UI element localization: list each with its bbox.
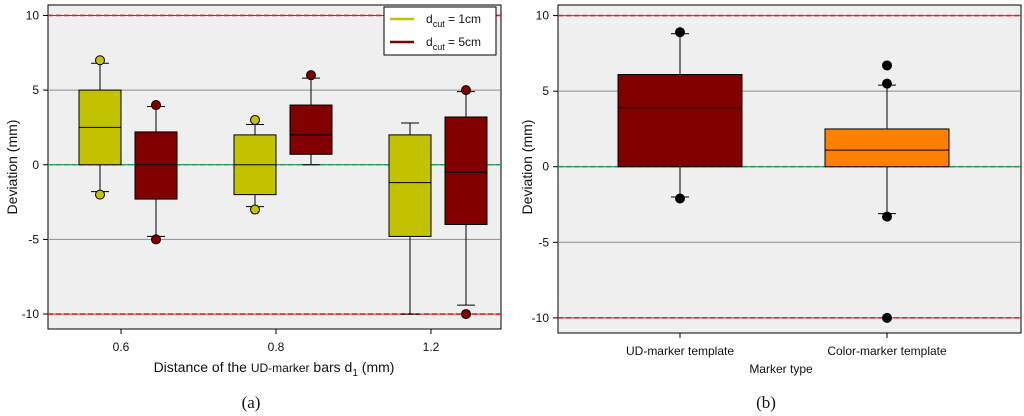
y-axis-a: 10 5 0 -5 -10 — [22, 8, 48, 321]
caption-a: (a) — [242, 393, 261, 412]
y-tick-label-10: 10 — [536, 9, 550, 23]
box-color-marker-template-box — [824, 128, 950, 168]
legend-box — [383, 6, 497, 56]
y-tick-label-10: -10 — [532, 311, 550, 325]
box-dcut-1cm-0-8-outlier-0 — [250, 114, 260, 125]
y-tick-label-5: -5 — [538, 235, 549, 249]
box-dcut-5cm-0-8-outlier-0 — [306, 70, 316, 81]
y-tick-label-10: 10 — [26, 8, 40, 22]
y-axis-title-a: Deviation (mm) — [4, 120, 20, 215]
box-color-marker-template-outlier-3 — [882, 312, 892, 323]
x-tick-label-color-marker-template: Color-marker template — [827, 344, 947, 358]
x-axis-title-b: Marker type — [749, 362, 813, 376]
legend-label-dcut-5cm: dcut = 5cm — [426, 35, 481, 52]
y-tick-label-0: 0 — [32, 158, 39, 172]
x-tick-label-0-6: 0.6 — [113, 340, 130, 354]
box-dcut-5cm-1-2-outlier-0 — [461, 85, 471, 96]
box-dcut-1cm-0-8-outlier-1 — [250, 204, 260, 215]
legend: dcut = 1cm dcut = 5cm — [383, 6, 497, 56]
y-tick-label-5: 5 — [542, 84, 549, 98]
x-axis-b: UD-marker template Color-marker template — [626, 333, 947, 358]
x-axis-a: 0.6 0.8 1.2 — [113, 329, 440, 354]
box-ud-marker-template-outlier-1 — [675, 193, 685, 204]
box-dcut-1cm-0-6-outlier-1 — [95, 189, 105, 200]
panel-b: 10 5 0 -5 -10 UD-marker template Color-marker… — [519, 4, 1022, 412]
box-color-marker-template-outlier-0 — [882, 60, 892, 71]
box-dcut-1cm-1-2-box — [388, 134, 432, 237]
y-tick-label-0: 0 — [542, 160, 549, 174]
panel-a: 10 5 0 -5 -10 0.6 0.8 1.2 dcut = 1cm dcut = 5c… — [4, 4, 502, 412]
x-tick-label-1-2: 1.2 — [423, 340, 440, 354]
caption-b: (b) — [756, 393, 776, 412]
y-tick-label-5: 5 — [32, 83, 39, 97]
grid-a — [48, 89, 501, 240]
y-axis-title-b: Deviation (mm) — [519, 120, 535, 215]
box-ud-marker-template-outlier-0 — [675, 27, 685, 38]
boxplots-a — [78, 55, 488, 320]
y-tick-label-10: -10 — [22, 307, 40, 321]
box-dcut-5cm-0-8-box — [289, 104, 333, 155]
box-dcut-5cm-0-6-box — [134, 131, 178, 200]
box-ud-marker-template-box — [617, 74, 743, 168]
x-tick-label-0-8: 0.8 — [268, 340, 285, 354]
box-color-marker-template-outlier-2 — [882, 211, 892, 222]
y-axis-b: 10 5 0 -5 -10 — [532, 9, 558, 325]
box-dcut-5cm-1-2-box — [444, 116, 488, 225]
legend-label-dcut-1cm: dcut = 1cm — [426, 12, 481, 29]
box-dcut-1cm-0-6-outlier-0 — [95, 55, 105, 66]
box-dcut-5cm-0-6-outlier-0 — [151, 100, 161, 111]
x-tick-label-ud-marker-template: UD-marker template — [626, 344, 734, 358]
y-tick-label-5: -5 — [28, 232, 39, 246]
box-color-marker-template-outlier-1 — [882, 78, 892, 89]
boxplots-b — [617, 27, 950, 323]
x-axis-title-a: Distance of the UD-marker bars d1 (mm) — [154, 359, 395, 379]
box-dcut-5cm-0-6-outlier-1 — [151, 234, 161, 245]
box-dcut-5cm-1-2-outlier-1 — [461, 309, 471, 320]
plot-area-b — [557, 4, 1022, 334]
